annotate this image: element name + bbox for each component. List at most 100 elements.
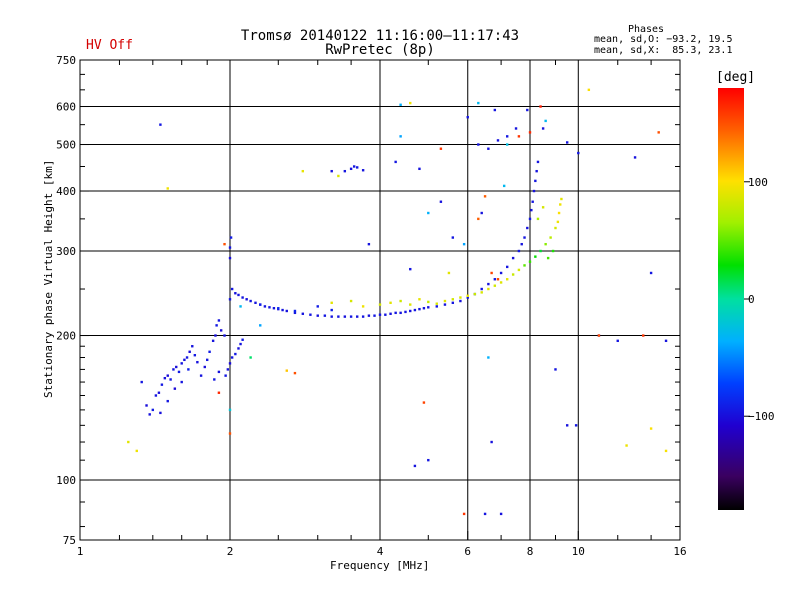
- data-point: [514, 127, 518, 130]
- data-point: [422, 401, 426, 404]
- data-point: [263, 305, 267, 308]
- data-point: [633, 156, 637, 159]
- data-point: [559, 203, 562, 206]
- data-point: [148, 413, 151, 416]
- data-point: [597, 334, 601, 337]
- data-point: [483, 195, 487, 198]
- data-point: [214, 334, 217, 337]
- data-point: [557, 211, 561, 215]
- data-point: [241, 338, 244, 341]
- data-point: [664, 339, 668, 343]
- data-point: [530, 208, 533, 212]
- data-point: [418, 298, 421, 301]
- data-point: [277, 307, 280, 310]
- x-tick-label: 16: [673, 545, 686, 558]
- data-point: [526, 226, 529, 230]
- data-point: [389, 312, 392, 315]
- data-point: [172, 368, 175, 371]
- data-point: [316, 314, 319, 317]
- data-point: [191, 345, 194, 348]
- data-point: [477, 101, 480, 105]
- x-tick-label: 8: [527, 545, 534, 558]
- plot-frame: [79, 59, 681, 541]
- data-point: [642, 334, 645, 337]
- data-point: [199, 374, 203, 377]
- data-point: [196, 360, 199, 364]
- data-point: [249, 299, 252, 303]
- data-point: [301, 312, 305, 315]
- data-point: [528, 131, 532, 134]
- data-point: [229, 236, 233, 239]
- data-point: [523, 264, 526, 267]
- data-point: [228, 246, 232, 249]
- data-point: [223, 242, 226, 246]
- data-point: [520, 242, 523, 246]
- data-point: [384, 313, 387, 316]
- data-point: [378, 313, 382, 316]
- data-point: [254, 301, 257, 305]
- data-point: [517, 249, 521, 253]
- data-point: [301, 169, 305, 173]
- data-point: [427, 211, 430, 215]
- data-point: [389, 301, 392, 305]
- data-point: [560, 197, 563, 201]
- data-point: [409, 303, 412, 306]
- data-point: [477, 217, 480, 221]
- data-point: [551, 249, 555, 253]
- data-point: [399, 311, 402, 315]
- data-point: [480, 287, 483, 291]
- data-point: [224, 374, 227, 377]
- data-point: [539, 105, 542, 108]
- hv-status-label: HV Off: [86, 38, 133, 53]
- data-point: [528, 217, 532, 221]
- data-point: [505, 265, 509, 269]
- data-point: [193, 353, 197, 357]
- data-point: [268, 306, 271, 309]
- y-tick-label: 600: [56, 101, 76, 114]
- data-point: [505, 143, 509, 146]
- data-point: [451, 236, 455, 239]
- data-point: [493, 278, 497, 281]
- data-point: [511, 273, 515, 276]
- data-point: [409, 267, 412, 271]
- data-point: [546, 256, 550, 260]
- data-point: [505, 135, 509, 138]
- data-point: [394, 160, 397, 164]
- data-point: [349, 299, 353, 303]
- data-point: [159, 123, 162, 126]
- data-point: [259, 303, 262, 306]
- data-point: [272, 307, 276, 310]
- data-point: [180, 380, 183, 384]
- y-tick-label: 100: [56, 474, 76, 487]
- data-point: [499, 271, 503, 275]
- data-point: [330, 169, 333, 173]
- data-point: [177, 370, 181, 374]
- data-point: [361, 315, 365, 318]
- data-point: [483, 512, 487, 516]
- data-point: [443, 303, 447, 306]
- data-point: [554, 368, 557, 371]
- data-point: [649, 271, 653, 275]
- data-point: [145, 404, 148, 407]
- phases-o-stats: mean, sd,O: −93.2, 19.5: [594, 34, 733, 45]
- data-point: [657, 131, 660, 134]
- data-point: [213, 378, 216, 381]
- data-point: [373, 314, 376, 317]
- data-point: [361, 169, 365, 172]
- data-point: [343, 315, 347, 318]
- data-point: [219, 329, 223, 332]
- data-point: [517, 268, 521, 272]
- y-tick-label: 400: [56, 185, 76, 198]
- data-point: [517, 135, 521, 138]
- data-point: [217, 319, 221, 322]
- data-point: [316, 305, 319, 308]
- data-point: [140, 380, 143, 384]
- x-axis-label: Frequency [MHz]: [330, 559, 430, 572]
- data-point: [217, 370, 221, 374]
- data-point: [183, 358, 186, 362]
- data-point: [490, 440, 493, 444]
- data-point: [459, 299, 462, 303]
- data-point: [577, 151, 580, 155]
- y-tick-label: 200: [56, 330, 76, 343]
- data-point: [180, 362, 183, 365]
